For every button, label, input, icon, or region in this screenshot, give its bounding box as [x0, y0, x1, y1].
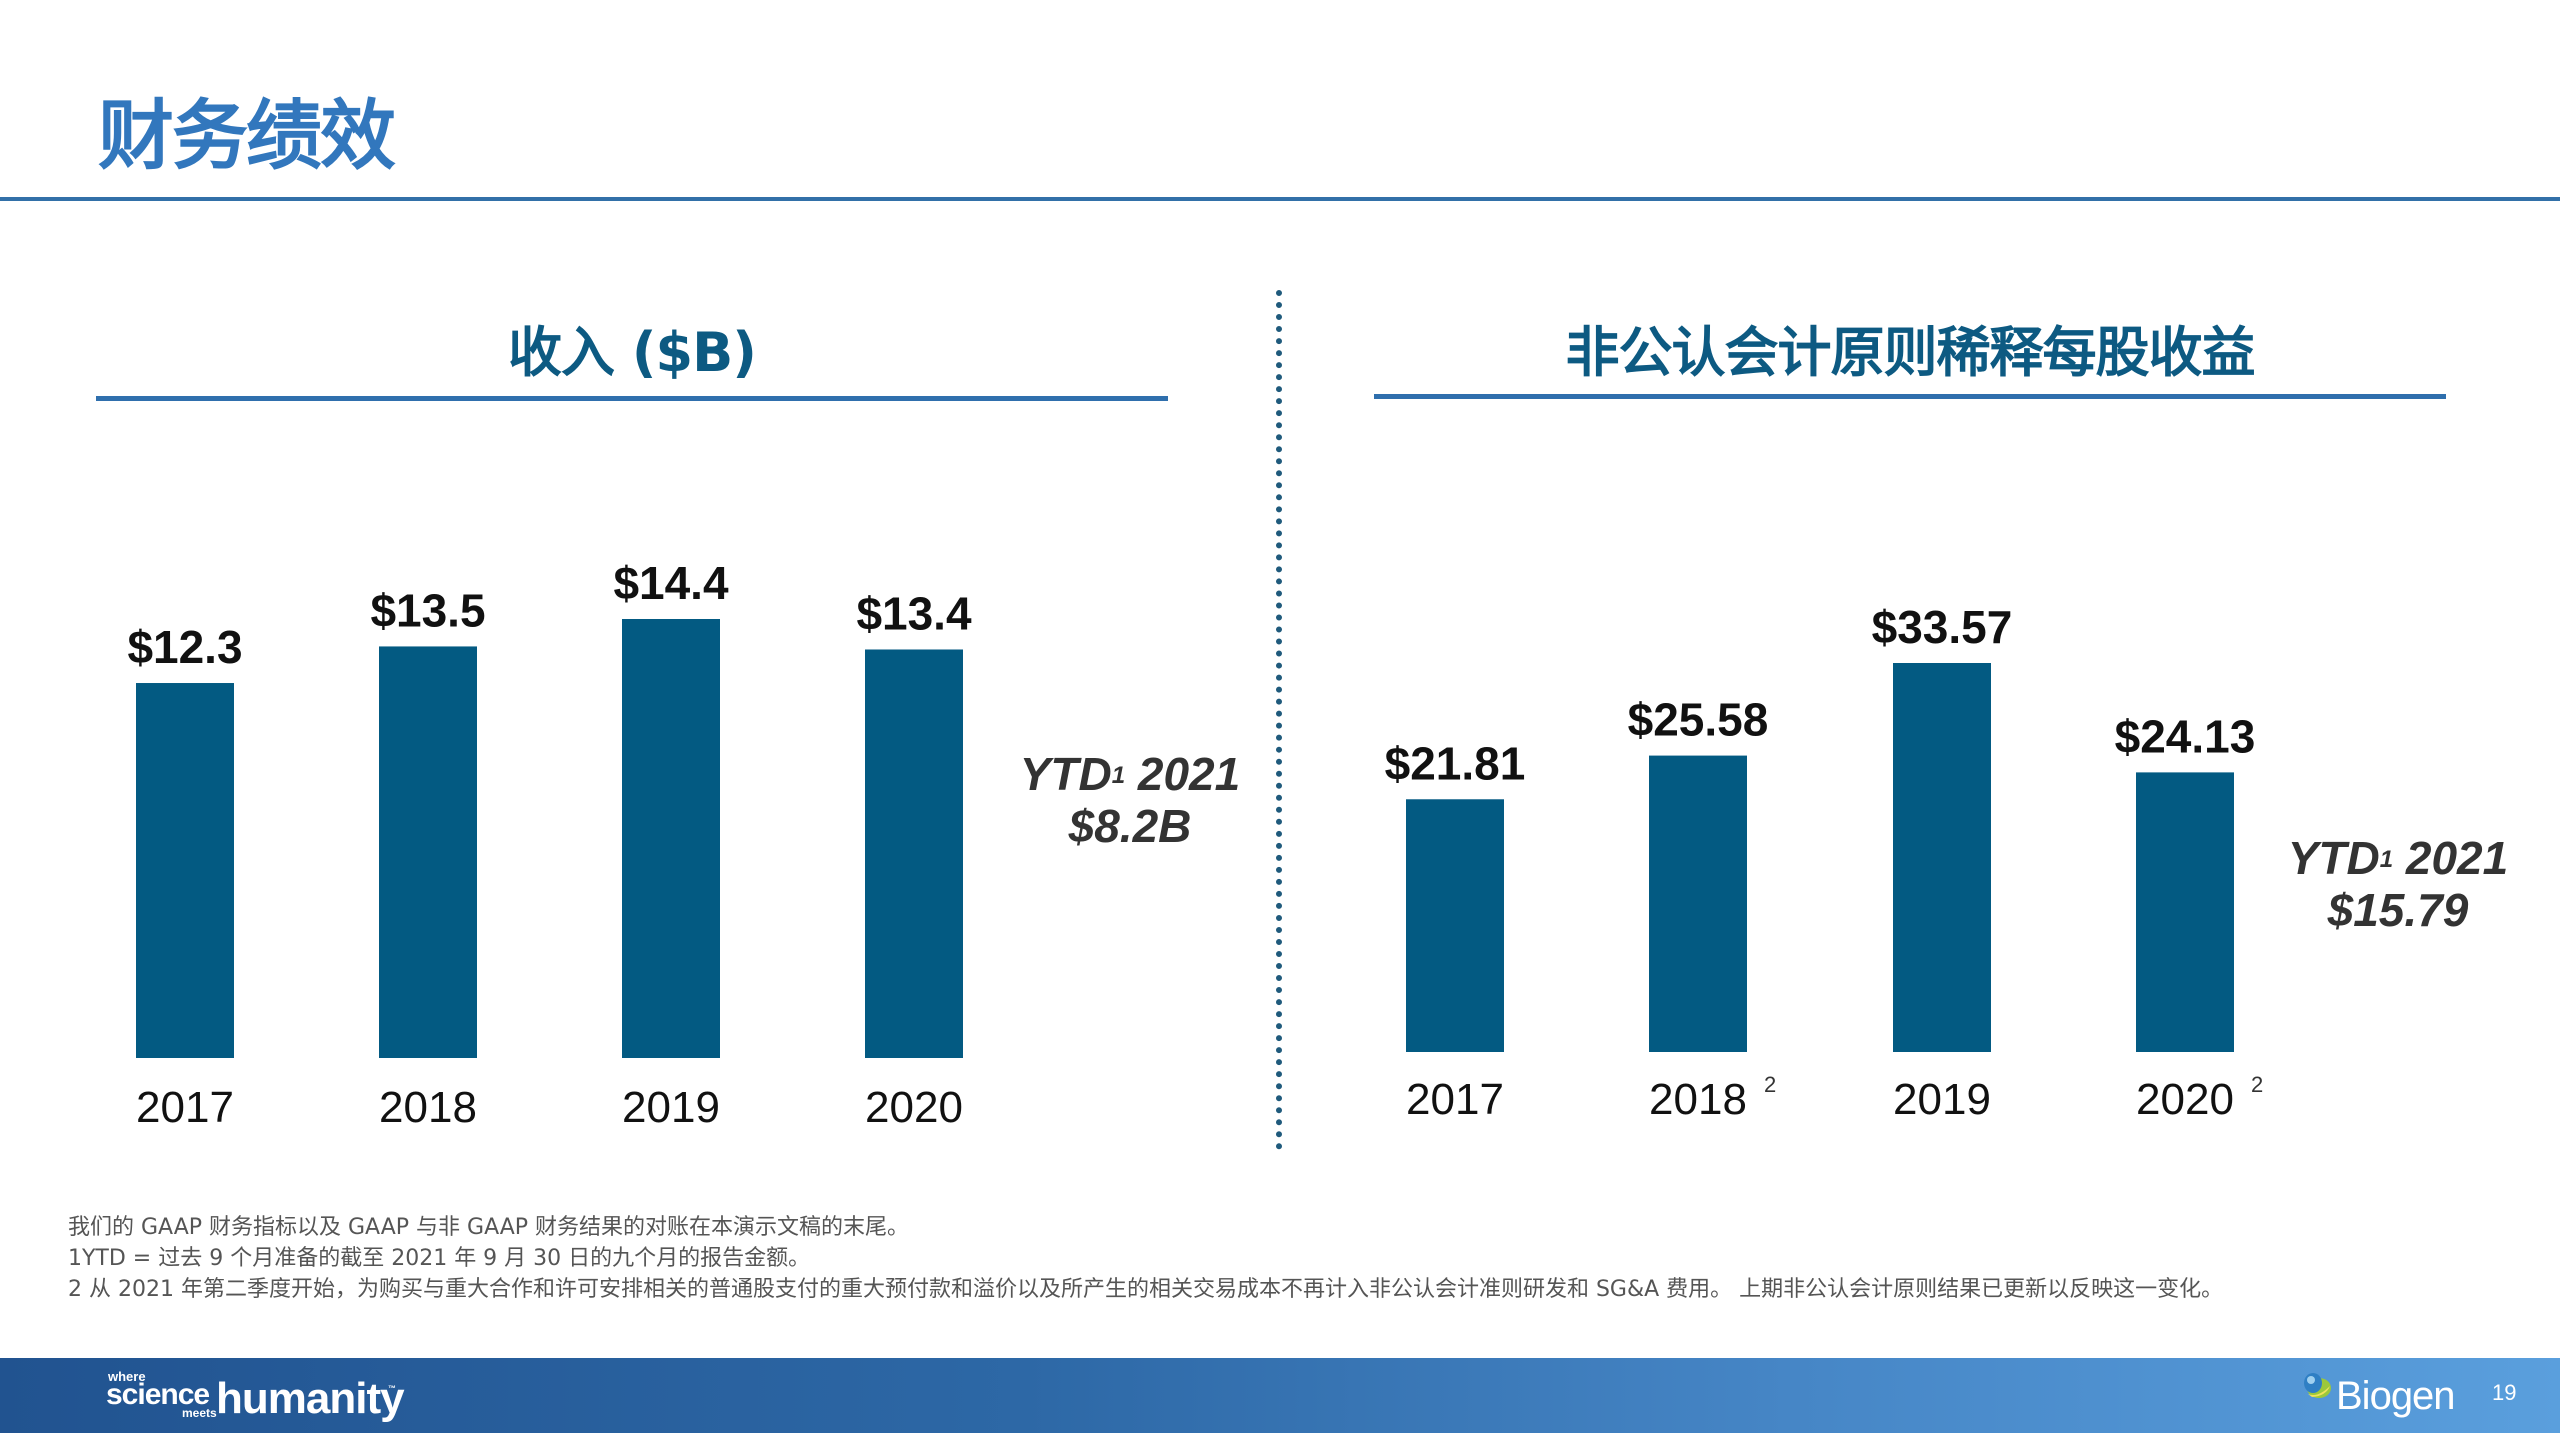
revenue-ytd-annotation: YTD1 2021 $8.2B	[990, 748, 1270, 852]
tagline-science: science	[106, 1378, 210, 1411]
data-label-2019: $14.4	[613, 557, 729, 609]
page-title: 财务绩效	[98, 91, 396, 180]
trademark-mark: ™	[388, 1384, 396, 1393]
x-tick-label-2018: 2018	[379, 1083, 477, 1132]
ytd-label: YTD	[1019, 748, 1112, 800]
eps-panel-title: 非公认会计原则稀释每股收益	[1565, 321, 2256, 384]
bar-chart-revenue: $12.3 2017 $13.5 2018 $14.4 2019 $13.4 2020	[127, 557, 972, 1132]
data-label-2018: $25.58	[1628, 694, 1769, 746]
x-tick-label-2017: 2017	[136, 1083, 234, 1132]
ytd-value: $8.2B	[1068, 800, 1192, 852]
biogen-swirl-icon	[2304, 1373, 2331, 1398]
x-tick-label-2020: 2020	[865, 1083, 963, 1132]
footnotes: 我们的 GAAP 财务指标以及 GAAP 与非 GAAP 财务结果的对账在本演示…	[68, 1212, 2223, 1305]
bar-2018	[379, 646, 477, 1058]
footnote-2: 2 从 2021 年第二季度开始，为购买与重大合作和许可安排相关的普通股支付的重…	[68, 1277, 2224, 1302]
footer-bar: where science meets humanity ™ Biogen 19	[0, 1358, 2560, 1433]
ytd-year: 2021	[1125, 748, 1241, 800]
bar-2018	[1649, 755, 1747, 1052]
bar-2020	[865, 649, 963, 1058]
bar-2019	[1893, 663, 1991, 1052]
x-tick-label-2017: 2017	[1406, 1075, 1504, 1124]
bar-chart-eps: $21.81 2017 $25.58 2018 2 $33.57 2019 $24.13 202…	[1385, 601, 2264, 1124]
bar-2019	[622, 619, 720, 1058]
bar-2020	[2136, 772, 2234, 1052]
bar-2017	[136, 683, 234, 1058]
data-label-2018: $13.5	[370, 584, 485, 636]
ytd-footnote-ref: 1	[1111, 762, 1126, 789]
footnote-gaap: 我们的 GAAP 财务指标以及 GAAP 与非 GAAP 财务结果的对账在本演示…	[68, 1215, 910, 1240]
x-tick-label-2019: 2019	[622, 1083, 720, 1132]
tagline-where: where	[108, 1369, 146, 1384]
data-label-2017: $21.81	[1385, 737, 1526, 789]
revenue-panel-rule	[96, 396, 1168, 401]
data-label-2019: $33.57	[1872, 601, 2013, 653]
eps-panel-rule	[1374, 394, 2446, 399]
page-number: 19	[2492, 1380, 2517, 1405]
data-label-2020: $13.4	[856, 587, 972, 639]
ytd-value: $15.79	[2327, 884, 2469, 936]
data-label-2020: $24.13	[2115, 710, 2256, 762]
eps-ytd-annotation: YTD1 2021 $15.79	[2258, 832, 2538, 936]
bar-2017	[1406, 799, 1504, 1052]
ytd-label: YTD	[2287, 832, 2380, 884]
x-tick-footnote-2018: 2	[1764, 1072, 1776, 1097]
x-tick-label-2019: 2019	[1893, 1075, 1991, 1124]
brand-name: Biogen	[2336, 1374, 2456, 1418]
x-tick-label-2020: 2020	[2136, 1075, 2234, 1124]
data-label-2017: $12.3	[127, 621, 242, 673]
revenue-panel-title: 收入 ($B)	[508, 321, 757, 384]
panel-divider	[1276, 290, 1282, 1150]
header-rule	[0, 197, 2560, 201]
ytd-year: 2021	[2393, 832, 2509, 884]
x-tick-label-2018: 2018	[1649, 1075, 1747, 1124]
footnote-1: 1YTD = 过去 9 个月准备的截至 2021 年 9 月 30 日的九个月的…	[68, 1246, 811, 1271]
x-tick-footnote-2020: 2	[2251, 1072, 2263, 1097]
ytd-footnote-ref: 1	[2379, 846, 2394, 873]
tagline-humanity: humanity	[216, 1374, 405, 1423]
tagline-meets: meets	[182, 1406, 217, 1420]
